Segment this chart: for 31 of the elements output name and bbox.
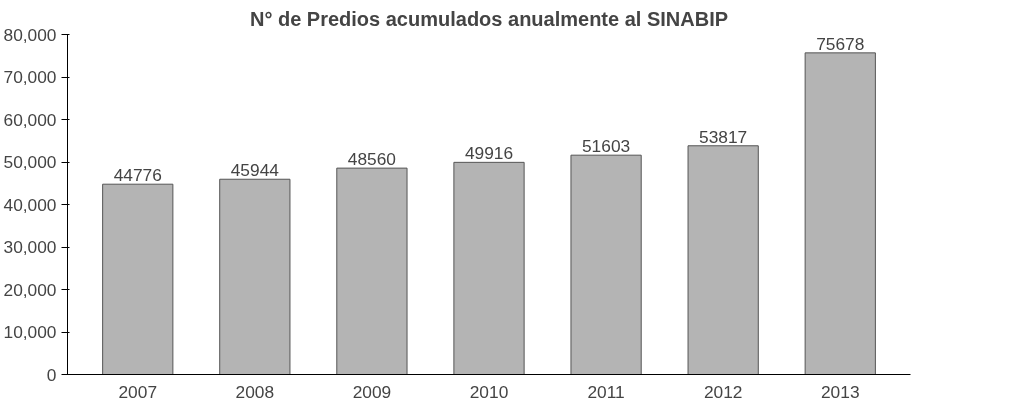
x-tick-label: 2012 (703, 381, 743, 402)
y-tick-label: 40,000 (3, 194, 57, 215)
bar (102, 183, 174, 375)
y-tick-label: 70,000 (3, 67, 57, 87)
bar (219, 178, 291, 375)
y-tick-label: 60,000 (3, 109, 57, 130)
bar (804, 52, 876, 375)
data-label: 49916 (464, 143, 514, 164)
x-tick-label: 2008 (235, 381, 275, 402)
x-tick-label: 2013 (820, 381, 860, 402)
x-tick-label: 2011 (587, 381, 625, 402)
y-tick-label: 50,000 (3, 152, 57, 172)
y-tick-label: 10,000 (3, 322, 57, 342)
y-tick-label: 0 (46, 364, 57, 385)
bar (570, 154, 642, 375)
bar (336, 167, 408, 375)
x-tick-label: 2010 (469, 381, 509, 402)
y-tick-label: 20,000 (3, 279, 57, 300)
data-label: 44776 (113, 165, 162, 186)
data-label: 53817 (699, 126, 748, 147)
data-label: 51603 (581, 136, 631, 157)
data-label: 45944 (230, 160, 280, 181)
bar (453, 161, 525, 375)
data-label: 48560 (347, 149, 397, 170)
data-label: 75678 (816, 33, 865, 54)
chart-title: N° de Predios acumulados anualmente al SINABIP (249, 7, 729, 30)
y-tick-label: 80,000 (3, 24, 57, 45)
x-tick-label: 2007 (118, 381, 158, 402)
y-tick-label: 30,000 (3, 237, 57, 257)
bar (687, 145, 759, 375)
x-tick-label: 2009 (352, 381, 392, 402)
